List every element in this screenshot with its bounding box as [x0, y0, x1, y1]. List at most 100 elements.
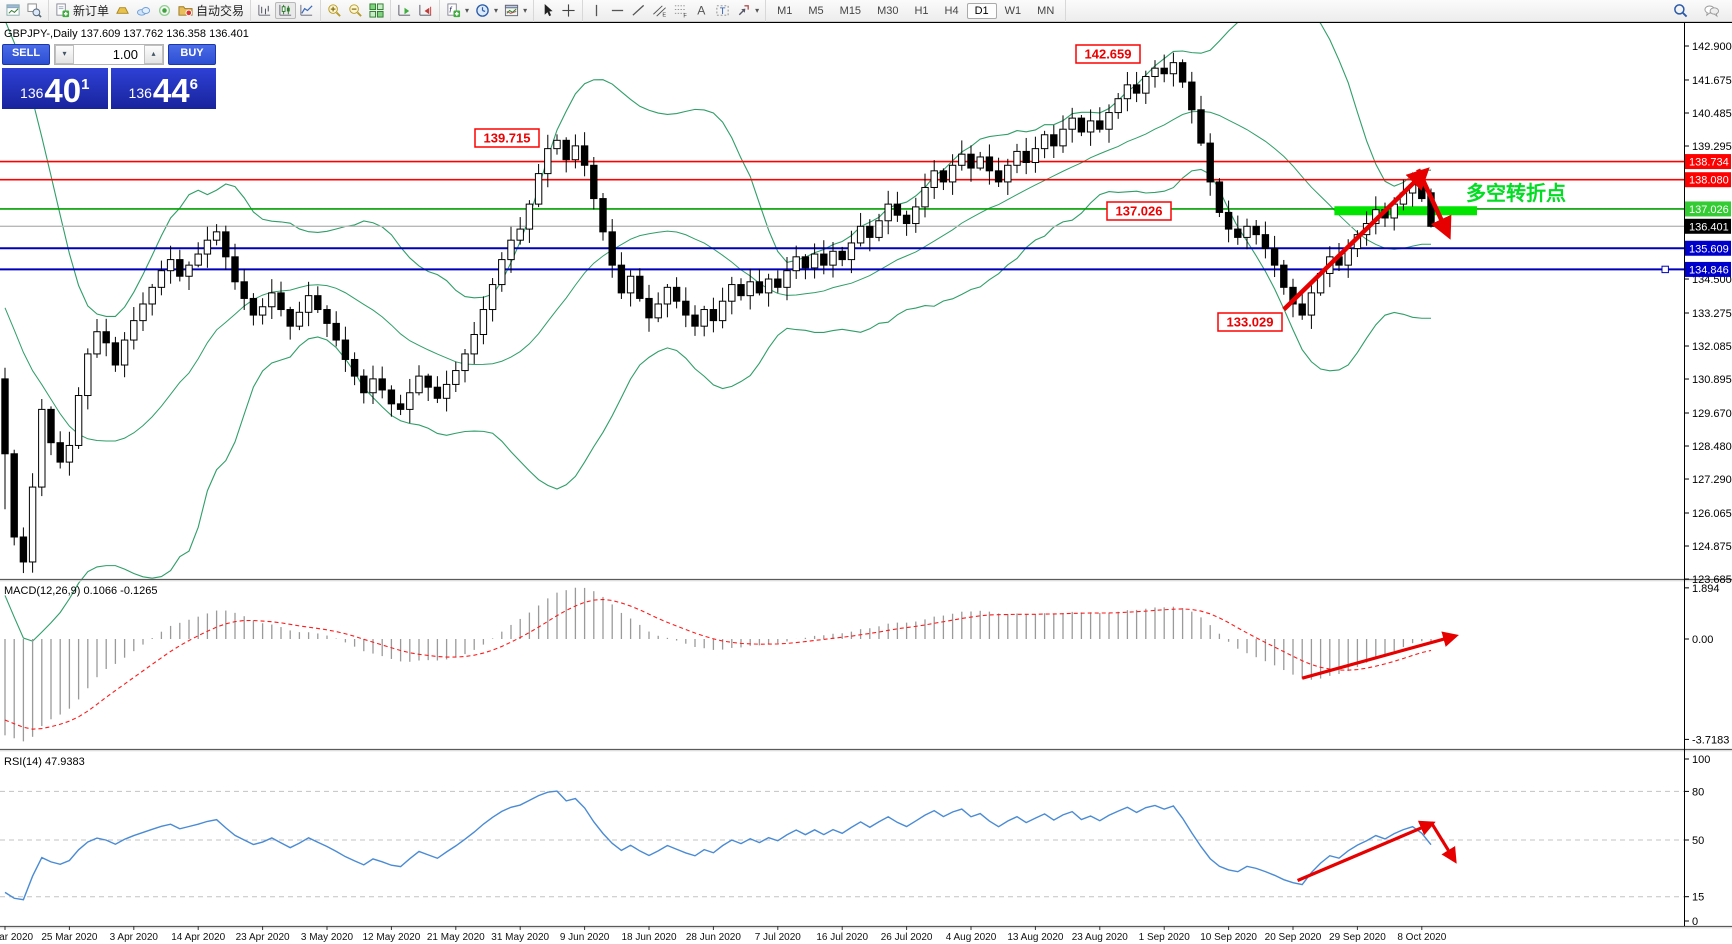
volume-value[interactable]: 1.00	[112, 47, 138, 62]
periods-button[interactable]: ▾	[472, 2, 501, 19]
date-axis[interactable]: 16 Mar 2020 25 Mar 2020 3 Apr 2020 14 Apr 2…	[0, 926, 1447, 943]
candle-body	[1077, 117, 1086, 133]
templates-button[interactable]: ▾	[501, 2, 530, 19]
cursor-button[interactable]	[537, 2, 558, 19]
candle-body	[967, 153, 975, 169]
candle-body	[1096, 120, 1104, 130]
sell-price-point: 1	[81, 76, 90, 93]
candle-body	[148, 286, 156, 305]
candle-body	[645, 297, 653, 319]
rsi-tick-label: 0	[1692, 916, 1698, 928]
cloud-button[interactable]	[133, 2, 154, 19]
signal-button[interactable]	[154, 2, 175, 19]
timeframe-m5-button[interactable]: M5	[808, 4, 824, 17]
buy-price-button[interactable]: 136 44 6	[110, 68, 216, 109]
candle-body	[203, 239, 212, 255]
line-handle[interactable]	[1661, 265, 1669, 274]
indicators-button[interactable]: f ▾	[443, 2, 472, 19]
zoom-in-button[interactable]	[324, 2, 345, 19]
candle-body	[1142, 76, 1150, 94]
chart-shift-button[interactable]	[415, 2, 436, 19]
candle-body	[866, 225, 874, 238]
chevron-down-icon[interactable]: ▾	[755, 6, 760, 15]
fibonacci-button[interactable]: F	[670, 2, 691, 19]
rsi-trend-arrow[interactable]	[1296, 820, 1436, 882]
candle-body	[323, 309, 331, 324]
timeframe-mn-button[interactable]: MN	[1037, 4, 1055, 17]
candle-body	[838, 250, 846, 261]
auto-scroll-button[interactable]	[394, 2, 415, 19]
chevron-down-icon[interactable]: ▾	[465, 6, 470, 15]
price-callout[interactable]: 139.715	[474, 128, 540, 148]
text-icon: A	[694, 3, 709, 18]
price-callouts: 142.659 139.715 137.026 133.029	[474, 44, 1283, 332]
chart-window-button[interactable]	[3, 2, 24, 19]
macd-trend-arrow[interactable]	[1301, 631, 1459, 680]
date-tick-label: 31 May 2020	[491, 932, 549, 943]
sell-price-button[interactable]: 136 40 1	[2, 68, 108, 109]
line-chart-button[interactable]	[296, 2, 317, 19]
sell-button[interactable]: SELL	[2, 44, 50, 65]
rsi-trend-arrow[interactable]	[1429, 821, 1457, 864]
candle-body	[1280, 264, 1288, 288]
candle-body	[902, 214, 911, 225]
text-button[interactable]: A	[691, 2, 712, 19]
search-icon[interactable]	[1670, 2, 1691, 19]
new-order-button[interactable]: 新订单	[52, 1, 112, 20]
timeframe-h1-button[interactable]: H1	[914, 4, 929, 17]
horizontal-line-button[interactable]	[607, 2, 628, 19]
vertical-line-button[interactable]	[586, 2, 607, 19]
volume-increase-button[interactable]: ▴	[144, 45, 163, 64]
chat-icon[interactable]	[1701, 2, 1722, 19]
candle-body	[268, 292, 276, 308]
candle-body	[810, 253, 819, 269]
timeframe-h4-button[interactable]: H4	[944, 4, 959, 17]
price-callout[interactable]: 142.659	[1075, 44, 1141, 64]
bar-chart-button[interactable]	[254, 2, 275, 19]
crosshair-button[interactable]	[558, 2, 579, 19]
gold-bar-icon	[115, 3, 130, 18]
price-trend-arrow[interactable]	[1282, 167, 1430, 312]
candle-body	[580, 145, 589, 166]
candle-body	[1013, 150, 1021, 166]
zoom-out-button[interactable]	[345, 2, 366, 19]
candle-chart-button[interactable]	[275, 2, 297, 19]
candle-body	[534, 173, 543, 205]
profile-button[interactable]	[24, 2, 45, 19]
candle-body	[166, 259, 175, 272]
autotrade-button[interactable]: 自动交易	[175, 1, 247, 20]
date-tick-label: 3 Apr 2020	[110, 932, 159, 943]
turning-point-annotation: 多空转折点	[1466, 181, 1566, 205]
buy-button[interactable]: BUY	[168, 44, 216, 65]
candle-body	[921, 186, 929, 208]
timeframe-d1-button[interactable]: D1	[966, 2, 997, 19]
price-label-box	[1685, 172, 1731, 188]
timeframe-m15-button[interactable]: M15	[839, 4, 862, 17]
price-trend-arrow[interactable]	[1416, 168, 1452, 240]
candle-body	[1307, 292, 1316, 316]
arrows-button[interactable]: ▾	[733, 2, 762, 19]
price-label-box	[1685, 218, 1731, 234]
candle-body	[626, 275, 635, 294]
chevron-down-icon[interactable]: ▾	[523, 6, 528, 15]
new-order-icon	[55, 3, 70, 18]
candle-body	[636, 275, 644, 299]
timeframe-m1-button[interactable]: M1	[777, 4, 793, 17]
candle-body	[737, 284, 745, 297]
date-tick-label: 16 Jul 2020	[816, 932, 868, 943]
chart-shift-icon	[418, 3, 433, 18]
candle-body	[507, 239, 515, 261]
channel-button[interactable]: E	[649, 2, 670, 19]
chevron-down-icon[interactable]: ▾	[494, 6, 499, 15]
timeframe-m30-button[interactable]: M30	[877, 4, 899, 17]
text-label-button[interactable]: T	[712, 2, 733, 19]
tile-windows-button[interactable]	[366, 2, 387, 19]
trend-line-button[interactable]	[628, 2, 649, 19]
volume-decrease-button[interactable]: ▾	[55, 45, 74, 64]
timeframe-w1-button[interactable]: W1	[1004, 4, 1022, 17]
gold-bar-button[interactable]	[112, 2, 133, 19]
callout-text: 133.029	[1227, 315, 1274, 330]
price-callout[interactable]: 137.026	[1106, 201, 1172, 221]
price-callout[interactable]: 133.029	[1217, 312, 1283, 332]
